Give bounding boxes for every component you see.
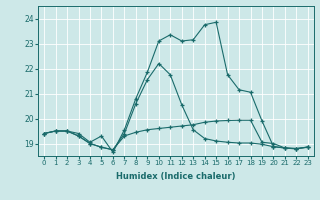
X-axis label: Humidex (Indice chaleur): Humidex (Indice chaleur) (116, 172, 236, 181)
